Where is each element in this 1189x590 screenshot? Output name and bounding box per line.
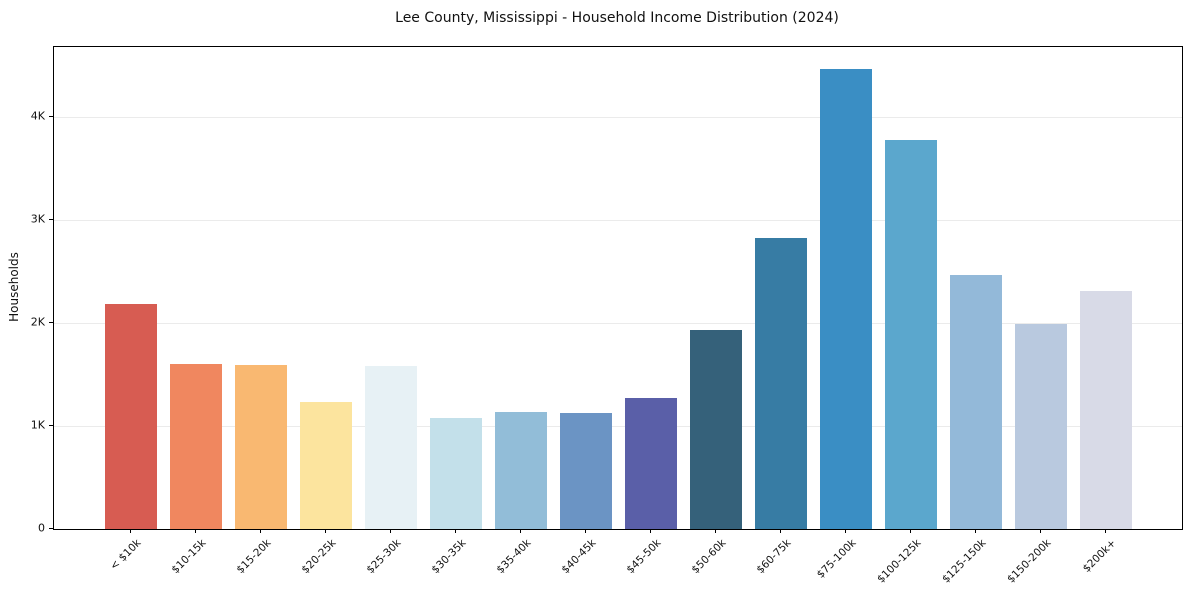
x-tick-label: $30-35k bbox=[429, 537, 469, 577]
bar-25-30k bbox=[365, 366, 417, 529]
x-tick-label: $125-150k bbox=[939, 537, 989, 586]
x-tick-label: $45-50k bbox=[624, 537, 664, 577]
gridline bbox=[54, 220, 1182, 222]
x-tick-mark bbox=[975, 529, 976, 533]
y-tick-mark bbox=[49, 528, 53, 529]
x-tick-label: $20-25k bbox=[299, 537, 339, 577]
x-tick-mark bbox=[455, 529, 456, 533]
x-tick-mark bbox=[195, 529, 196, 533]
y-tick-label: 2K bbox=[30, 315, 45, 329]
bar-150-200k bbox=[1015, 324, 1067, 529]
bar-35-40k bbox=[495, 411, 547, 529]
bar-10k bbox=[105, 304, 157, 529]
y-tick-mark bbox=[49, 116, 53, 118]
x-tick-label: $150-200k bbox=[1004, 537, 1054, 586]
chart-title: Lee County, Mississippi - Household Inco… bbox=[395, 10, 839, 26]
x-tick-mark bbox=[780, 529, 781, 533]
y-tick-label: 4K bbox=[30, 109, 45, 123]
y-axis-label: Households bbox=[7, 252, 21, 322]
x-tick-mark bbox=[650, 529, 651, 533]
x-tick-label: $60-75k bbox=[754, 537, 794, 577]
x-tick-label: $35-40k bbox=[494, 537, 534, 577]
x-tick-label: $100-125k bbox=[874, 537, 924, 586]
bar-100-125k bbox=[885, 139, 937, 529]
x-tick-label: < $10k bbox=[107, 537, 144, 573]
bar-60-75k bbox=[755, 237, 807, 529]
bar-40-45k bbox=[560, 412, 612, 529]
x-tick-mark bbox=[325, 529, 326, 533]
x-tick-mark bbox=[715, 529, 716, 533]
y-tick-label: 1K bbox=[30, 418, 45, 432]
x-tick-mark bbox=[1040, 529, 1041, 533]
bar-15-20k bbox=[235, 365, 287, 529]
x-tick-mark bbox=[390, 529, 391, 533]
x-tick-label: $25-30k bbox=[364, 537, 404, 577]
plot-area bbox=[53, 46, 1183, 530]
gridline bbox=[54, 117, 1182, 119]
bar-30-35k bbox=[430, 417, 482, 529]
x-tick-mark bbox=[585, 529, 586, 533]
gridline bbox=[54, 323, 1182, 325]
x-tick-label: $15-20k bbox=[234, 537, 274, 577]
bar-45-50k bbox=[625, 398, 677, 529]
x-tick-mark bbox=[845, 529, 846, 533]
x-tick-mark bbox=[520, 529, 521, 533]
x-tick-mark bbox=[910, 529, 911, 533]
x-tick-label: $200k+ bbox=[1080, 537, 1119, 575]
y-tick-label: 0 bbox=[38, 521, 45, 535]
bar-50-60k bbox=[690, 330, 742, 529]
x-tick-mark bbox=[1105, 529, 1106, 533]
bar-75-100k bbox=[820, 68, 872, 529]
gridline bbox=[54, 426, 1182, 427]
bar-125-150k bbox=[950, 274, 1002, 529]
y-tick-mark bbox=[49, 322, 53, 324]
x-tick-label: $10-15k bbox=[169, 537, 209, 577]
y-tick-mark bbox=[49, 219, 53, 221]
x-tick-label: $75-100k bbox=[814, 537, 859, 581]
x-tick-label: $40-45k bbox=[559, 537, 599, 577]
x-tick-mark bbox=[130, 529, 131, 533]
x-tick-label: $50-60k bbox=[689, 537, 729, 577]
bar-200k bbox=[1080, 291, 1132, 529]
bar-20-25k bbox=[300, 402, 352, 529]
x-tick-mark bbox=[260, 529, 261, 533]
y-tick-label: 3K bbox=[30, 212, 45, 226]
y-tick-mark bbox=[49, 425, 53, 426]
bar-10-15k bbox=[170, 364, 222, 529]
